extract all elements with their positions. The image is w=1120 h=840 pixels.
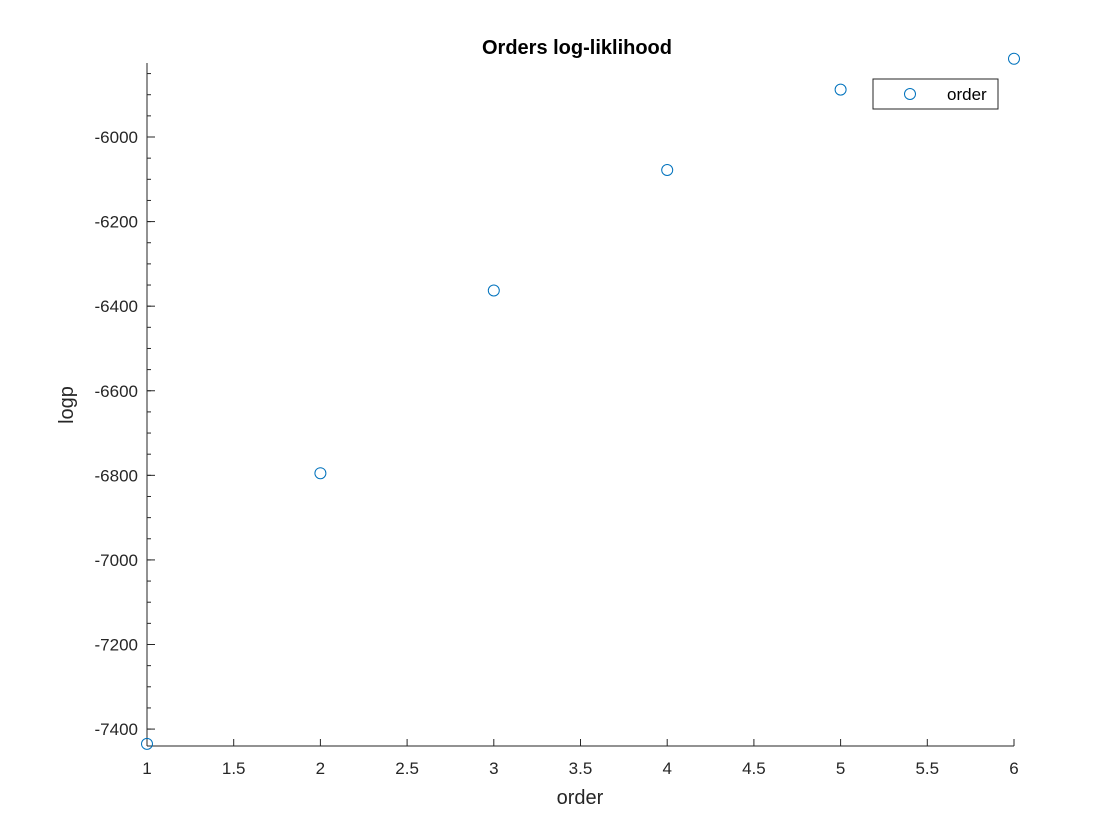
y-tick-label: -7200 xyxy=(95,636,138,655)
x-tick-label: 2.5 xyxy=(395,759,419,778)
legend-marker-icon xyxy=(904,88,916,100)
y-tick-label: -6800 xyxy=(95,466,138,485)
data-point xyxy=(314,467,327,480)
x-tick-label: 1 xyxy=(142,759,151,778)
y-tick-label: -6600 xyxy=(95,382,138,401)
y-axis-label: logp xyxy=(56,386,78,424)
legend-box xyxy=(872,78,999,110)
data-point xyxy=(661,163,674,176)
y-tick-label: -7000 xyxy=(95,551,138,570)
x-tick-label: 3 xyxy=(489,759,498,778)
data-point xyxy=(834,83,847,96)
chart-title: Orders log-liklihood xyxy=(482,37,672,59)
legend: order xyxy=(872,78,999,110)
y-tick-label: -6200 xyxy=(95,213,138,232)
data-point xyxy=(141,737,153,750)
x-tick-label: 6 xyxy=(1009,759,1018,778)
y-tick-label: -7400 xyxy=(95,720,138,739)
data-point xyxy=(1008,52,1020,65)
legend-label: order xyxy=(947,85,987,104)
y-tick-label: -6000 xyxy=(95,128,138,147)
x-tick-label: 4.5 xyxy=(742,759,766,778)
x-axis-label: order xyxy=(557,787,604,809)
x-tick-label: 2 xyxy=(316,759,325,778)
points-layer xyxy=(141,52,1020,750)
x-tick-label: 5 xyxy=(836,759,845,778)
y-tick-label: -6400 xyxy=(95,297,138,316)
ticks-layer: 1 1.5 2 2.5 3 3.5 4 4.5 5 5.5 6 -7400 -7200 -7000 -680… xyxy=(95,73,1019,778)
x-tick-label: 4 xyxy=(662,759,671,778)
x-tick-label: 1.5 xyxy=(222,759,246,778)
x-tick-label: 5.5 xyxy=(915,759,939,778)
x-tick-label: 3.5 xyxy=(569,759,593,778)
data-point xyxy=(487,284,500,297)
